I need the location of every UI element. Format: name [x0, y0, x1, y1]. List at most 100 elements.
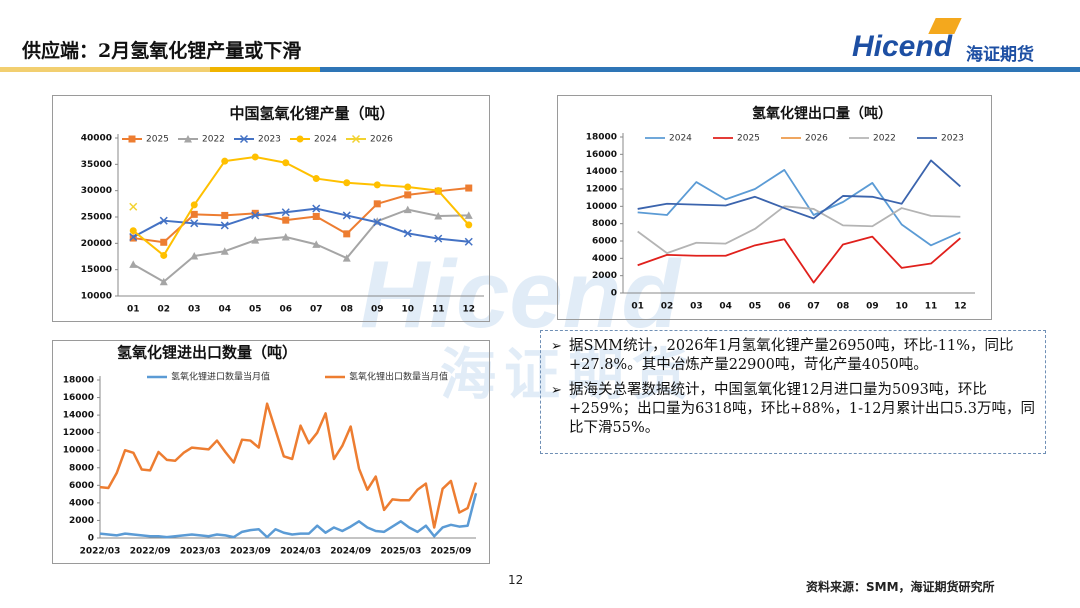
marker	[343, 179, 351, 187]
marker	[160, 238, 168, 246]
marker	[312, 240, 321, 248]
page-number: 12	[508, 573, 524, 587]
y-tick-label: 12000	[586, 185, 617, 195]
y-tick-label: 8000	[592, 219, 617, 229]
marker	[434, 234, 443, 243]
marker	[281, 208, 290, 217]
marker	[342, 211, 351, 220]
marker	[251, 211, 260, 220]
marker	[184, 135, 192, 143]
marker	[190, 251, 199, 260]
header-stripe	[210, 67, 320, 72]
bullet: 据SMM统计，2026年1月氢氧化锂产量26950吨，环比-11%，同比+27.…	[551, 337, 1037, 375]
slide-title: 供应端：2月氢氧化锂产量或下滑	[22, 40, 302, 62]
y-tick-label: 35000	[81, 160, 112, 170]
x-tick-label: 04	[719, 302, 732, 312]
y-tick-label: 18000	[586, 133, 617, 143]
legend-label: 氢氧化锂出口数量当月值	[349, 371, 448, 383]
chart-frame	[52, 95, 490, 322]
series-line	[133, 187, 469, 244]
marker	[296, 135, 304, 143]
source: 资料来源：SMM，海证期货研究所	[806, 580, 995, 594]
y-tick-label: 25000	[81, 213, 112, 223]
chart: 氢氧化锂出口量（吨） 0 2000 4000 6000 8000 10000 12000 140…	[586, 105, 975, 312]
marker	[464, 211, 473, 219]
marker	[159, 277, 168, 286]
header-stripe	[320, 67, 1080, 72]
x-tick-label: 2022/03	[80, 547, 121, 557]
chart-frame	[52, 340, 490, 564]
legend-label: 2022	[873, 134, 896, 144]
x-tick-label: 03	[690, 302, 703, 312]
chart-frame	[557, 95, 992, 320]
legend-label: 2025	[737, 134, 760, 144]
x-tick-label: 2024/03	[280, 547, 321, 557]
marker	[403, 205, 412, 214]
marker	[312, 175, 320, 183]
series-line	[132, 155, 470, 257]
y-tick-label: 16000	[63, 393, 94, 403]
marker	[404, 183, 412, 191]
y-tick-label: 2000	[592, 271, 617, 281]
y-tick-label: 6000	[69, 481, 94, 491]
chart: 中国氢氧化锂产量（吨） 10000 15000 20000 25000 30000 3500…	[81, 105, 484, 315]
marker	[404, 191, 412, 199]
x-tick-label: 04	[218, 305, 231, 315]
series-line	[132, 208, 469, 283]
legend-label: 氢氧化锂进口数量当月值	[171, 371, 270, 383]
bullet: 据海关总署数据统计，中国氢氧化锂12月进口量为5093吨，环比+259%；出口量…	[551, 381, 1037, 438]
y-tick-label: 40000	[81, 134, 112, 144]
x-tick-label: 06	[778, 302, 791, 312]
x-tick-label: 02	[157, 305, 170, 315]
legend-label: 2026	[370, 135, 393, 145]
marker	[129, 232, 138, 242]
marker	[129, 227, 137, 235]
x-tick-label: 2024/09	[330, 547, 371, 557]
marker	[220, 247, 229, 255]
marker	[312, 204, 321, 213]
y-tick-label: 10000	[63, 446, 94, 456]
legend-label: 2024	[669, 134, 692, 144]
y-tick-label: 4000	[592, 254, 617, 264]
logo: Hicend	[852, 30, 953, 63]
marker	[373, 218, 382, 227]
marker	[373, 200, 381, 208]
marker	[312, 212, 320, 220]
series-line	[99, 402, 478, 529]
header-stripe	[0, 67, 210, 72]
marker	[281, 233, 290, 241]
x-tick-label: 11	[432, 305, 445, 315]
marker	[160, 251, 168, 259]
marker	[190, 210, 198, 218]
x-tick-label: 12	[462, 305, 475, 315]
y-tick-label: 14000	[586, 167, 617, 177]
x-tick-label: 01	[631, 302, 644, 312]
y-tick-label: 15000	[81, 265, 112, 275]
marker	[434, 187, 442, 195]
marker	[251, 209, 259, 217]
x-tick-label: 03	[188, 305, 201, 315]
y-tick-label: 30000	[81, 186, 112, 196]
x-tick-label: 05	[749, 302, 762, 312]
x-tick-label: 08	[837, 302, 850, 312]
legend-label: 2023	[941, 134, 964, 144]
x-tick-label: 10	[401, 305, 414, 315]
marker	[190, 219, 199, 228]
legend-label: 2026	[805, 134, 828, 144]
chart: 氢氧化锂进出口数量（吨） 0 2000 4000 6000 8000 10000 12000 1…	[63, 344, 478, 557]
marker	[251, 153, 259, 161]
x-tick-label: 09	[866, 302, 879, 312]
x-tick-label: 10	[895, 302, 908, 312]
legend-label: 2023	[258, 135, 281, 145]
marker	[465, 221, 473, 229]
x-tick-label: 2022/09	[130, 547, 171, 557]
marker	[221, 211, 229, 219]
marker	[129, 260, 138, 268]
x-tick-label: 09	[371, 305, 384, 315]
marker	[351, 134, 361, 144]
series-line	[132, 207, 469, 243]
marker	[128, 135, 136, 143]
series-line	[637, 169, 961, 247]
x-tick-label: 2025/03	[380, 547, 421, 557]
